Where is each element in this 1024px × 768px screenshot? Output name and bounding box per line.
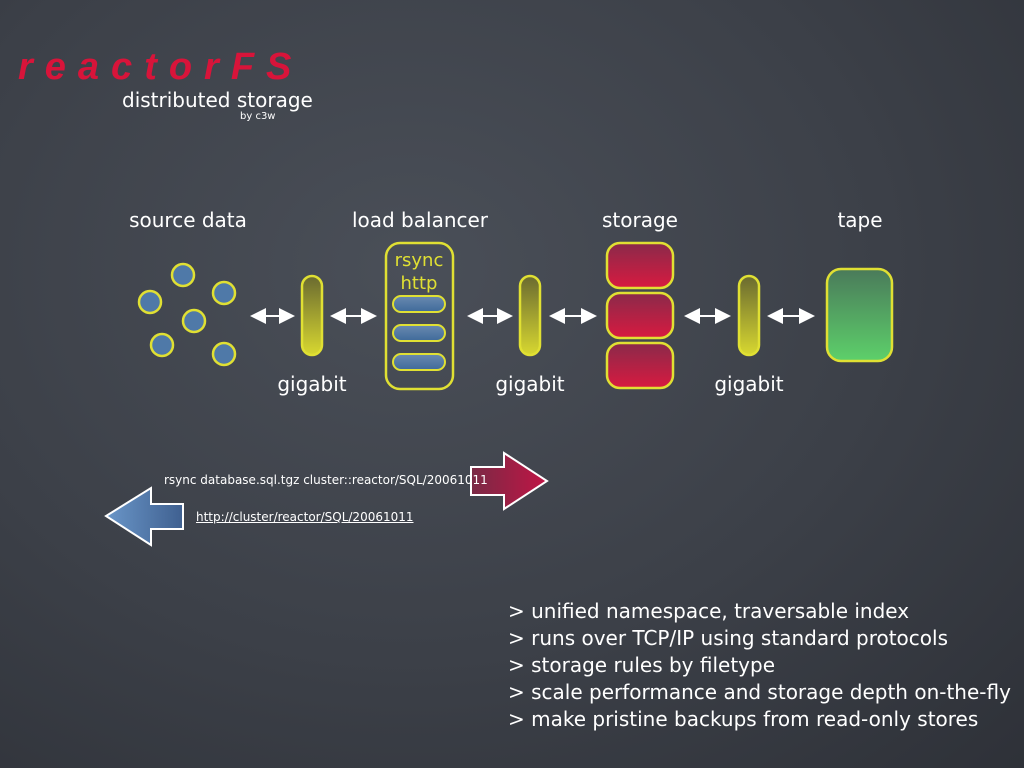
gigabit-link-3	[737, 274, 761, 357]
storage-unit	[605, 241, 675, 290]
load-balancer-box	[384, 241, 455, 391]
balancer-slot	[392, 324, 446, 342]
gigabit-link-2	[518, 274, 542, 357]
source-node	[181, 308, 207, 334]
balancer-slot	[392, 295, 446, 313]
source-data-nodes	[137, 262, 237, 367]
subtitle: distributed storage	[122, 88, 313, 112]
storage-unit	[605, 291, 675, 340]
pull-command-link[interactable]: http://cluster/reactor/SQL/20061011	[196, 510, 414, 524]
logo-title: reactorFS	[18, 46, 304, 88]
push-command: rsync database.sql.tgz cluster::reactor/…	[164, 473, 488, 487]
gigabit-label-2: gigabit	[495, 372, 565, 396]
source-node	[211, 341, 237, 367]
storage-unit	[605, 341, 675, 390]
balancer-protocol-rsync: rsync	[395, 250, 444, 271]
stage-label-storage: storage	[602, 208, 678, 232]
feature-list: > unified namespace, traversable index >…	[508, 598, 1011, 733]
source-node	[137, 289, 163, 315]
gigabit-label-3: gigabit	[714, 372, 784, 396]
feature-item: > scale performance and storage depth on…	[508, 680, 1011, 704]
stage-label-tape: tape	[837, 208, 883, 232]
stage-label-source: source data	[129, 208, 247, 232]
source-node	[149, 332, 175, 358]
feature-item: > unified namespace, traversable index	[508, 599, 910, 623]
feature-item: > make pristine backups from read-only s…	[508, 707, 979, 731]
pull-arrow-icon	[104, 486, 184, 547]
balancer-protocol-http: http	[401, 273, 438, 294]
feature-item: > runs over TCP/IP using standard protoc…	[508, 626, 948, 650]
gigabit-link-1	[300, 274, 324, 357]
stage-label-balancer: load balancer	[351, 208, 489, 232]
source-node	[211, 280, 237, 306]
tape-unit	[825, 267, 894, 363]
source-node	[170, 262, 196, 288]
balancer-slot	[392, 353, 446, 371]
byline: by c3w	[240, 111, 276, 122]
feature-item: > storage rules by filetype	[508, 653, 776, 677]
push-arrow-icon	[470, 451, 549, 511]
gigabit-label-1: gigabit	[277, 372, 347, 396]
